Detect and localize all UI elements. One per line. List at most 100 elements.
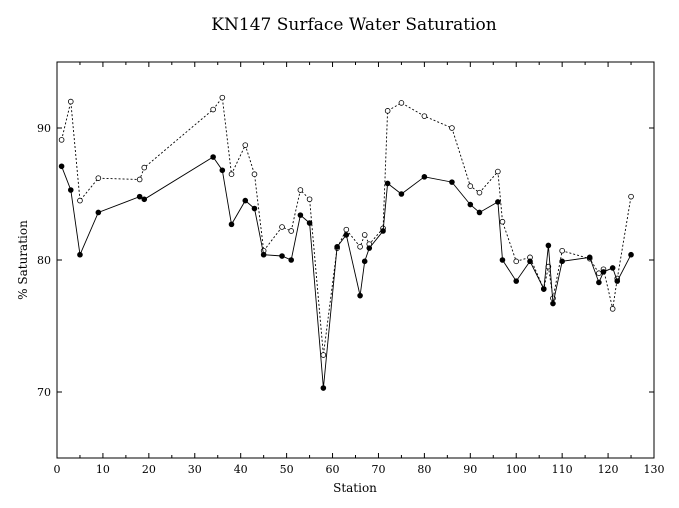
x-tick-label: 50 bbox=[280, 463, 294, 476]
data-point-open bbox=[596, 270, 602, 277]
data-point-filled bbox=[609, 265, 616, 271]
data-point-open bbox=[228, 171, 235, 178]
data-point-open bbox=[279, 224, 285, 230]
chart-title: KN147 Surface Water Saturation bbox=[211, 15, 496, 35]
series-line-filled bbox=[61, 156, 632, 389]
x-tick-label: 10 bbox=[96, 463, 110, 476]
series-open bbox=[58, 94, 634, 358]
series-layer bbox=[58, 94, 634, 391]
data-point-filled bbox=[449, 179, 455, 185]
data-point-filled bbox=[136, 193, 143, 200]
x-tick-label: 60 bbox=[326, 463, 340, 476]
data-point-filled bbox=[361, 258, 368, 265]
data-point-filled bbox=[398, 191, 405, 197]
data-point-open bbox=[219, 94, 226, 101]
data-point-open bbox=[499, 218, 506, 225]
data-point-open bbox=[58, 137, 65, 143]
data-point-open bbox=[306, 196, 313, 203]
data-point-filled bbox=[67, 187, 74, 193]
data-point-filled bbox=[596, 279, 602, 286]
data-point-filled bbox=[357, 292, 363, 299]
data-point-open bbox=[136, 176, 143, 183]
data-point-filled bbox=[141, 196, 148, 203]
data-point-filled bbox=[210, 154, 216, 160]
data-point-open bbox=[67, 98, 74, 105]
data-point-open bbox=[628, 193, 634, 200]
y-axis-label: % Saturation bbox=[16, 220, 30, 300]
data-point-open bbox=[449, 125, 455, 131]
data-point-filled bbox=[343, 232, 350, 238]
data-point-open bbox=[609, 306, 616, 312]
data-point-filled bbox=[540, 286, 547, 292]
data-point-filled bbox=[421, 174, 428, 180]
data-point-filled bbox=[279, 253, 285, 259]
data-point-filled bbox=[95, 209, 102, 216]
data-point-open bbox=[297, 187, 304, 193]
data-point-open bbox=[77, 197, 83, 204]
x-tick-label: 70 bbox=[371, 463, 385, 476]
data-point-open bbox=[288, 228, 295, 234]
x-axis-label: Station bbox=[333, 481, 377, 495]
data-point-open bbox=[384, 108, 391, 114]
data-point-filled bbox=[306, 220, 313, 226]
x-tick-label: 0 bbox=[54, 463, 61, 476]
x-tick-label: 90 bbox=[463, 463, 477, 476]
data-point-filled bbox=[499, 257, 506, 263]
x-tick-label: 100 bbox=[506, 463, 527, 476]
data-point-filled bbox=[559, 258, 565, 265]
y-tick-label: 70 bbox=[37, 386, 51, 399]
data-point-open bbox=[210, 106, 216, 113]
data-point-filled bbox=[467, 201, 474, 208]
data-point-filled bbox=[77, 251, 83, 258]
data-point-filled bbox=[228, 221, 235, 228]
data-point-open bbox=[357, 244, 363, 250]
data-point-filled bbox=[297, 212, 304, 218]
data-point-filled bbox=[380, 228, 386, 234]
y-tick-label: 90 bbox=[37, 122, 51, 135]
data-point-filled bbox=[628, 251, 634, 258]
axis-ticks: 0 10 20 30 40 50 60 70 80 90 100 110 120 130 70 80 90 bbox=[37, 62, 665, 476]
data-point-open bbox=[467, 183, 474, 189]
data-point-filled bbox=[58, 163, 65, 170]
x-tick-label: 20 bbox=[142, 463, 156, 476]
data-point-filled bbox=[495, 199, 501, 205]
data-point-open bbox=[361, 232, 368, 238]
data-point-filled bbox=[513, 278, 520, 284]
data-point-filled bbox=[260, 251, 267, 258]
x-tick-label: 120 bbox=[598, 463, 619, 476]
data-point-filled bbox=[242, 197, 249, 204]
data-point-open bbox=[513, 258, 520, 265]
data-point-filled bbox=[288, 257, 295, 263]
data-point-open bbox=[495, 168, 501, 175]
x-tick-label: 40 bbox=[234, 463, 248, 476]
x-tick-label: 30 bbox=[188, 463, 202, 476]
data-point-filled bbox=[320, 385, 327, 391]
data-point-open bbox=[141, 164, 148, 171]
data-point-filled bbox=[334, 244, 340, 250]
data-point-open bbox=[251, 171, 258, 178]
data-point-filled bbox=[545, 242, 552, 249]
data-point-filled bbox=[384, 180, 391, 187]
series-filled bbox=[58, 154, 634, 391]
x-tick-label: 130 bbox=[644, 463, 665, 476]
data-point-filled bbox=[586, 254, 593, 261]
x-tick-label: 110 bbox=[552, 463, 573, 476]
x-tick-label: 80 bbox=[417, 463, 431, 476]
data-point-open bbox=[242, 142, 249, 148]
data-point-open bbox=[476, 189, 483, 196]
data-point-filled bbox=[251, 205, 258, 212]
data-point-filled bbox=[219, 167, 226, 174]
series-line-open bbox=[61, 96, 632, 356]
data-point-filled bbox=[527, 258, 533, 265]
data-point-filled bbox=[600, 269, 607, 275]
data-point-open bbox=[95, 175, 102, 181]
data-point-filled bbox=[614, 278, 621, 284]
data-point-open bbox=[320, 352, 327, 358]
data-point-open bbox=[343, 226, 350, 233]
data-point-filled bbox=[550, 300, 556, 307]
y-tick-label: 80 bbox=[37, 254, 51, 267]
data-point-open bbox=[421, 113, 428, 119]
data-point-filled bbox=[476, 209, 483, 216]
data-point-open bbox=[398, 100, 405, 106]
